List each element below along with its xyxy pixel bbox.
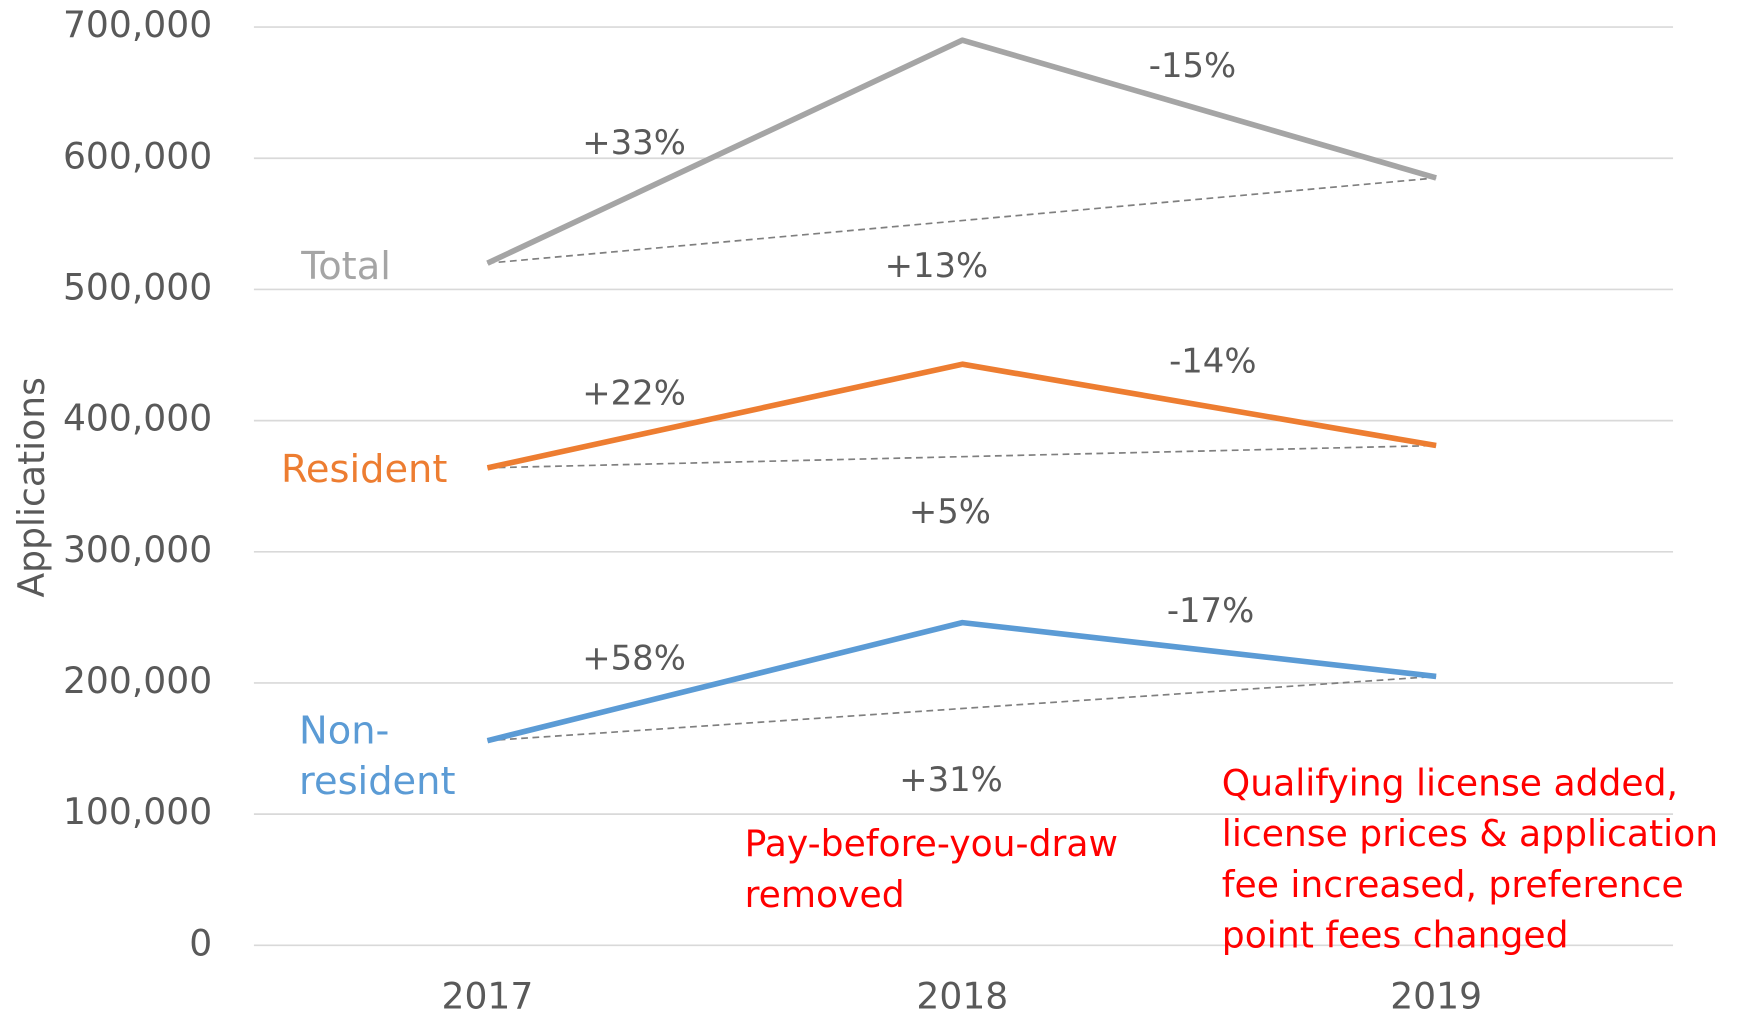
series-line [486, 37, 1437, 266]
series-line [486, 619, 1437, 744]
series-label: Non-resident [299, 708, 456, 805]
note-box: Qualifying license added, license prices… [1221, 761, 1719, 957]
y-tick-label: 400,000 [63, 398, 212, 440]
y-tick-label: 600,000 [63, 135, 212, 177]
y-tick-label: 700,000 [63, 4, 212, 46]
change-annotation: +5% [909, 492, 991, 531]
change-annotation: +22% [582, 373, 686, 412]
trend-dashed-line [487, 444, 1437, 469]
y-tick-label: 100,000 [63, 791, 212, 833]
y-tick-label: 300,000 [63, 529, 212, 571]
x-tick-label: 2017 [442, 975, 534, 1013]
trend-dashed-line [487, 177, 1437, 265]
series-label: Resident [281, 447, 447, 492]
y-axis-label: Applications [11, 377, 53, 597]
trend-dashed-line [487, 675, 1437, 742]
change-annotation: -14% [1169, 342, 1256, 381]
change-annotation: -17% [1167, 591, 1254, 630]
series-line [486, 361, 1437, 471]
x-tick-label: 2018 [916, 975, 1008, 1013]
change-annotation: +31% [899, 760, 1003, 799]
change-annotation: +33% [582, 123, 686, 162]
x-tick-label: 2019 [1390, 975, 1482, 1013]
change-annotation: +13% [885, 246, 989, 285]
note: Pay-before-you-draw removed [744, 822, 1118, 916]
note: Qualifying license added, license prices… [1221, 761, 1719, 957]
y-tick-label: 0 [189, 922, 212, 964]
change-annotation: +58% [582, 638, 686, 677]
y-tick-label: 500,000 [63, 266, 212, 308]
note-box: Pay-before-you-draw removed [744, 822, 1118, 916]
y-tick-label: 200,000 [63, 660, 212, 702]
series-label-box: Non-resident [299, 708, 456, 805]
series-label: Total [300, 244, 391, 289]
change-annotation: -15% [1149, 46, 1236, 85]
